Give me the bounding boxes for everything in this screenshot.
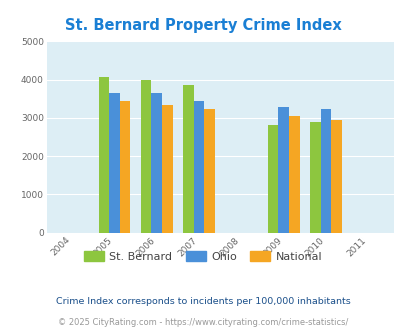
Text: Crime Index corresponds to incidents per 100,000 inhabitants: Crime Index corresponds to incidents per… <box>55 297 350 307</box>
Bar <box>204 109 214 233</box>
Bar <box>183 84 193 233</box>
Bar <box>267 125 278 233</box>
Bar <box>151 93 162 233</box>
Bar <box>162 105 172 233</box>
Bar <box>330 120 341 233</box>
Bar <box>141 80 151 233</box>
Text: St. Bernard Property Crime Index: St. Bernard Property Crime Index <box>64 18 341 33</box>
Bar <box>309 122 320 233</box>
Bar <box>288 116 299 233</box>
Bar <box>193 101 204 233</box>
Bar <box>119 101 130 233</box>
Bar <box>109 93 119 233</box>
Bar <box>98 77 109 233</box>
Bar <box>320 109 330 233</box>
Text: © 2025 CityRating.com - https://www.cityrating.com/crime-statistics/: © 2025 CityRating.com - https://www.city… <box>58 318 347 327</box>
Legend: St. Bernard, Ohio, National: St. Bernard, Ohio, National <box>79 247 326 267</box>
Bar <box>278 107 288 233</box>
